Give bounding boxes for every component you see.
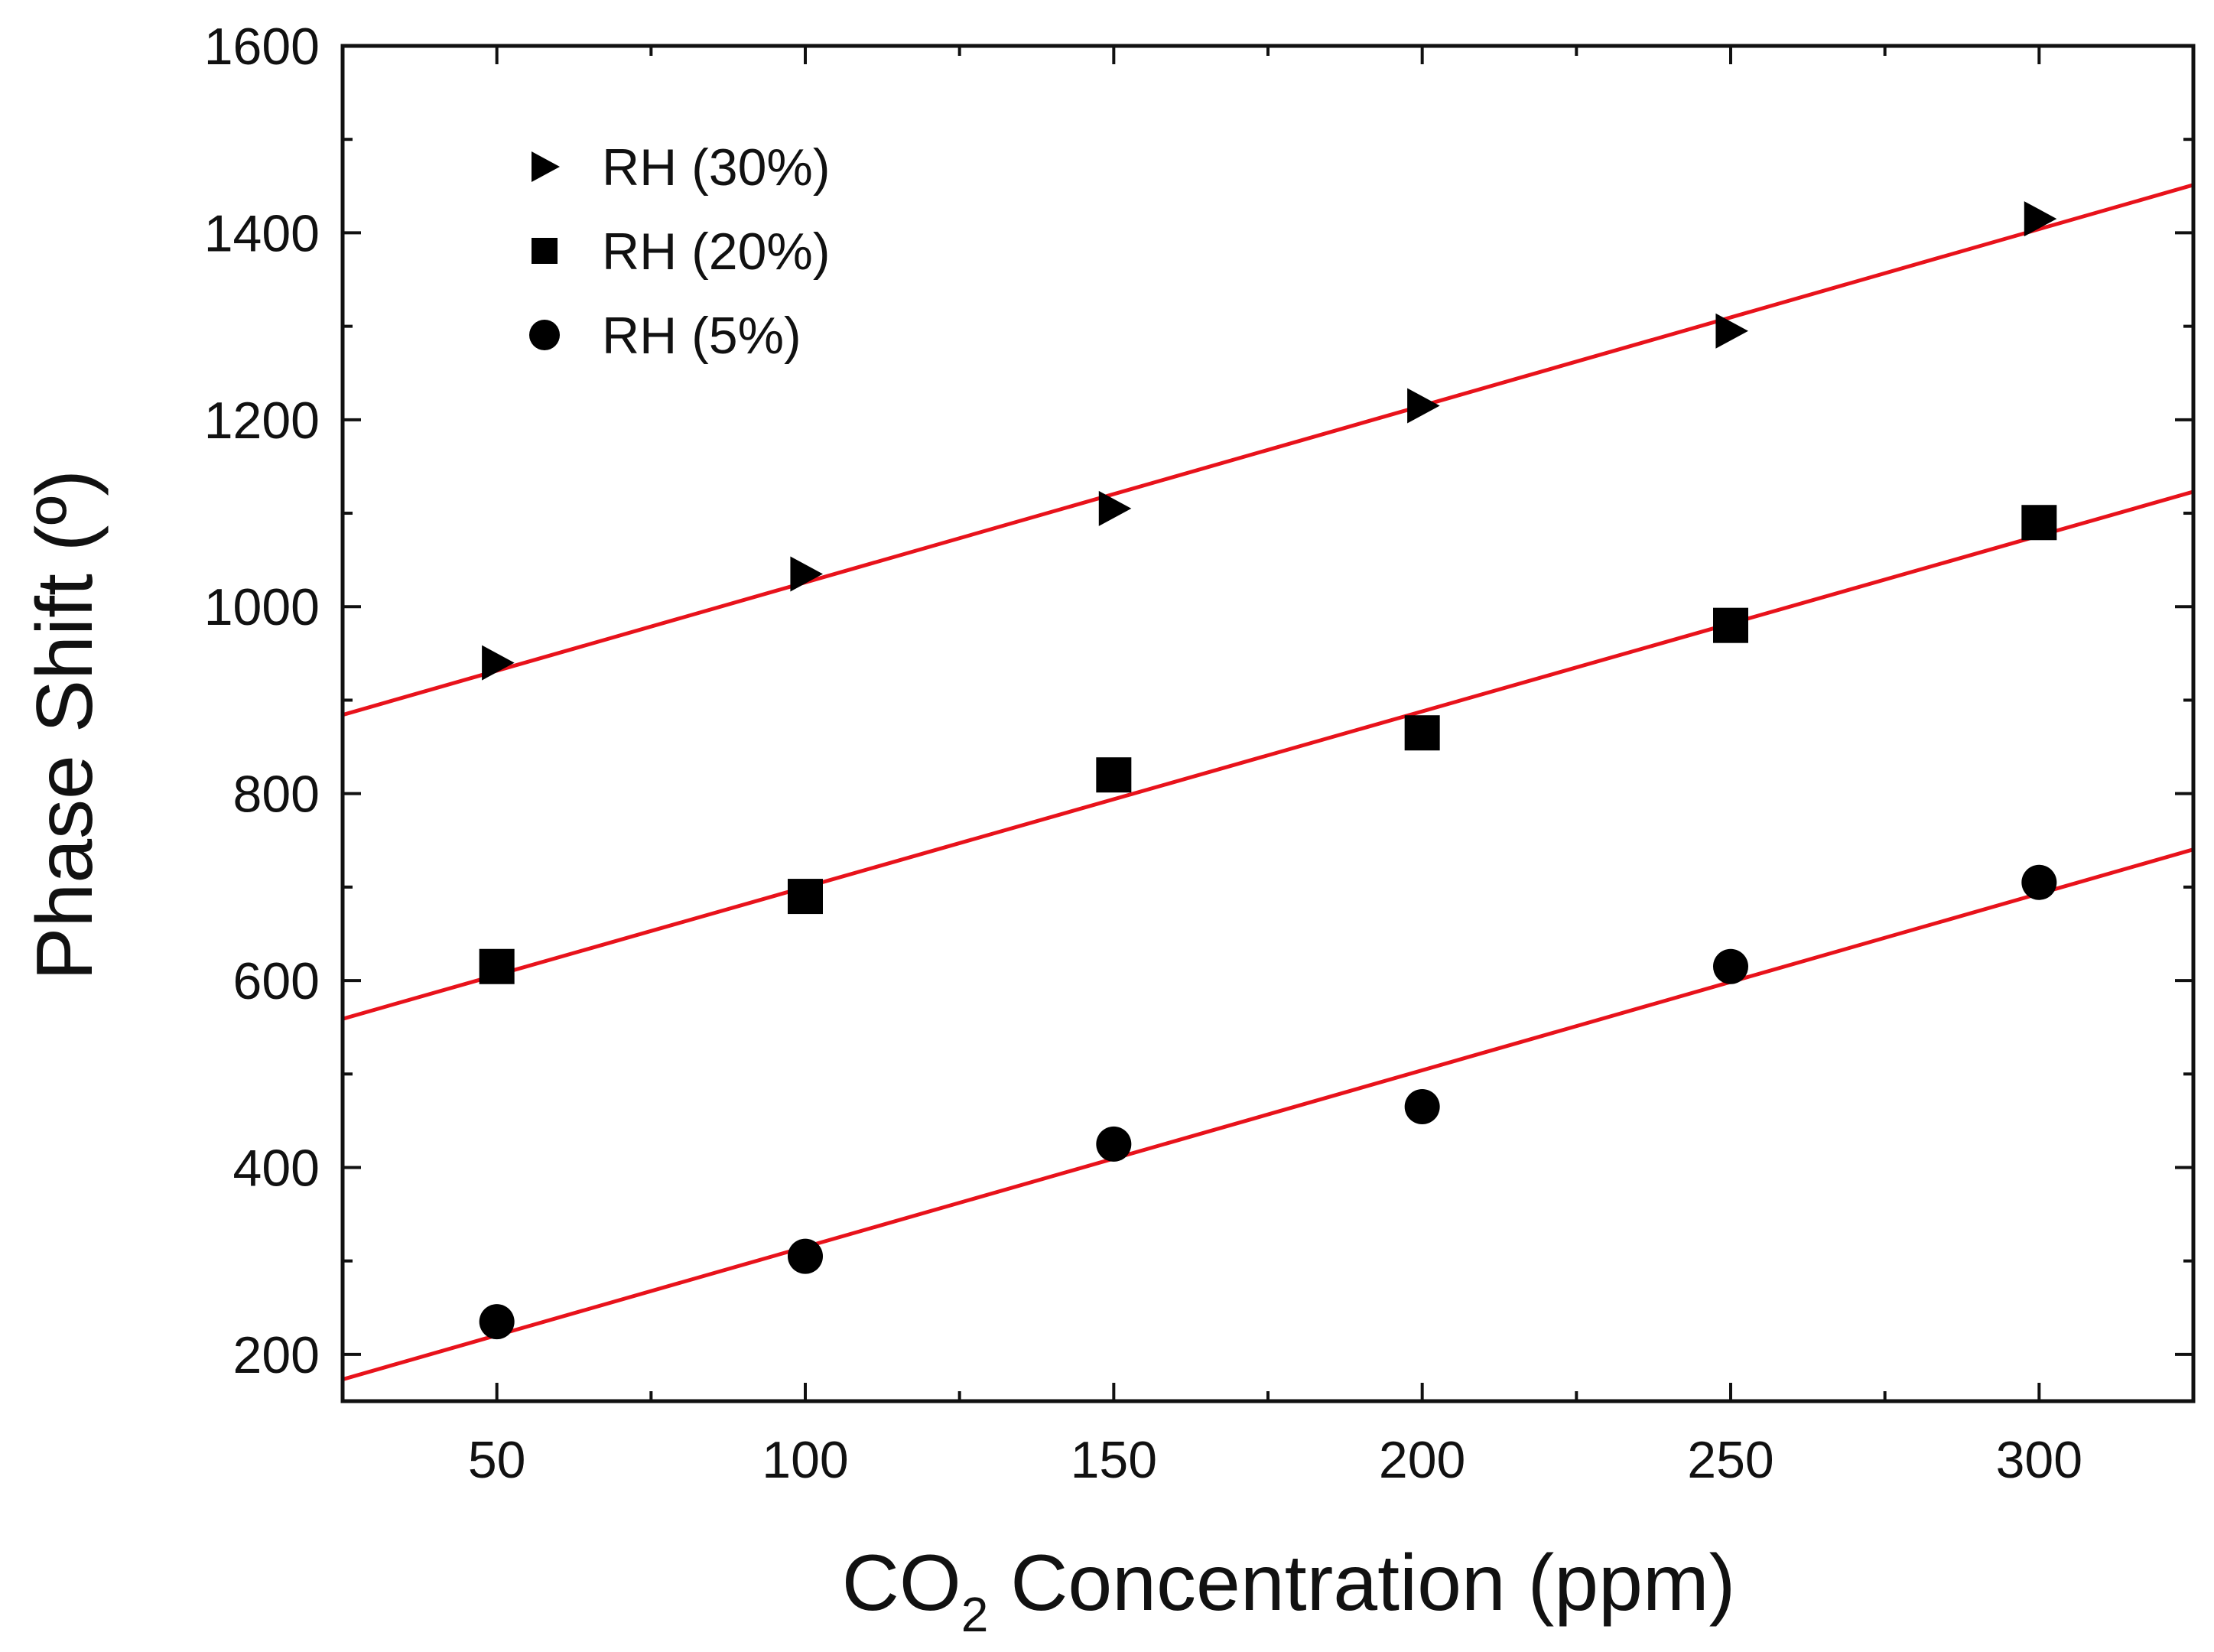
- legend-marker-1: [532, 151, 560, 182]
- y-tick-label: 600: [233, 952, 320, 1010]
- y-tick-label: 200: [233, 1326, 320, 1384]
- legend-marker-3: [529, 320, 560, 350]
- series-2-point-3: [1096, 757, 1132, 793]
- series-2-point-6: [2021, 505, 2057, 541]
- series-1-point-5: [1715, 313, 1748, 349]
- y-tick-label: 1600: [204, 18, 320, 76]
- x-tick-label: 150: [1071, 1431, 1157, 1489]
- y-tick-label: 400: [233, 1139, 320, 1197]
- series-1-point-3: [1098, 490, 1132, 526]
- x-tick-label: 250: [1687, 1431, 1773, 1489]
- fit-line-2: [343, 489, 2193, 1021]
- fit-line-3: [343, 847, 2193, 1381]
- series-1-point-6: [2024, 201, 2057, 237]
- x-axis-title: CO2 Concentration (ppm): [842, 1539, 1735, 1642]
- series-2-point-2: [788, 879, 823, 915]
- tick-labels: 50 100 150 200 250 300 200 400 600 800 1000 1200 140…: [204, 18, 2082, 1489]
- legend-label-1: RH (30%): [602, 138, 831, 197]
- y-tick-label: 1400: [204, 204, 320, 262]
- legend: RH (30%) RH (20%) RH (5%): [529, 138, 831, 365]
- series-2-point-4: [1404, 715, 1440, 751]
- legend-marker-2: [532, 238, 558, 264]
- series-1-point-2: [790, 556, 823, 592]
- data-markers: [479, 201, 2057, 1340]
- fit-line-1: [343, 183, 2193, 717]
- series-1-point-1: [482, 645, 515, 681]
- y-tick-label: 800: [233, 766, 320, 824]
- x-tick-label: 300: [1996, 1431, 2082, 1489]
- x-tick-label: 100: [762, 1431, 848, 1489]
- series-1-point-4: [1407, 388, 1440, 424]
- y-tick-label: 1200: [204, 392, 320, 450]
- series-3-point-6: [2021, 864, 2057, 900]
- axis-ticks: [343, 44, 2193, 1401]
- series-3-point-1: [479, 1304, 515, 1340]
- y-axis-title: Phase Shift (º): [21, 470, 109, 980]
- series-2-point-5: [1713, 607, 1748, 643]
- series-3-point-5: [1713, 948, 1748, 984]
- x-tick-label: 50: [468, 1431, 526, 1489]
- y-tick-label: 1000: [204, 578, 320, 636]
- series-2-point-1: [479, 948, 515, 984]
- series-3-point-2: [788, 1238, 823, 1274]
- legend-label-3: RH (5%): [602, 307, 801, 365]
- series-3-point-4: [1404, 1089, 1440, 1125]
- x-tick-label: 200: [1379, 1431, 1465, 1489]
- fit-lines: [343, 183, 2193, 1381]
- legend-label-2: RH (20%): [602, 223, 831, 281]
- series-3-point-3: [1096, 1126, 1132, 1162]
